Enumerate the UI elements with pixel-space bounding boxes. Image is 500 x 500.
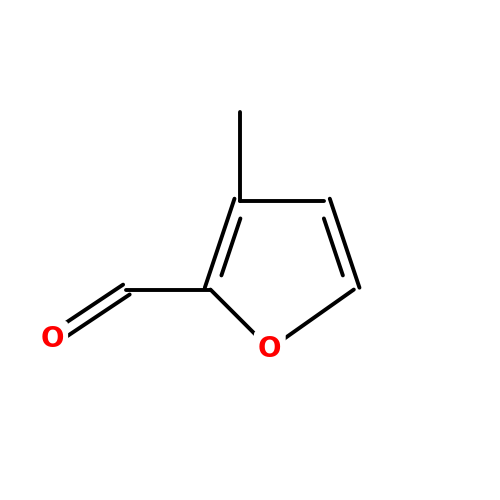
Text: O: O xyxy=(40,325,64,353)
Text: O: O xyxy=(258,335,281,363)
